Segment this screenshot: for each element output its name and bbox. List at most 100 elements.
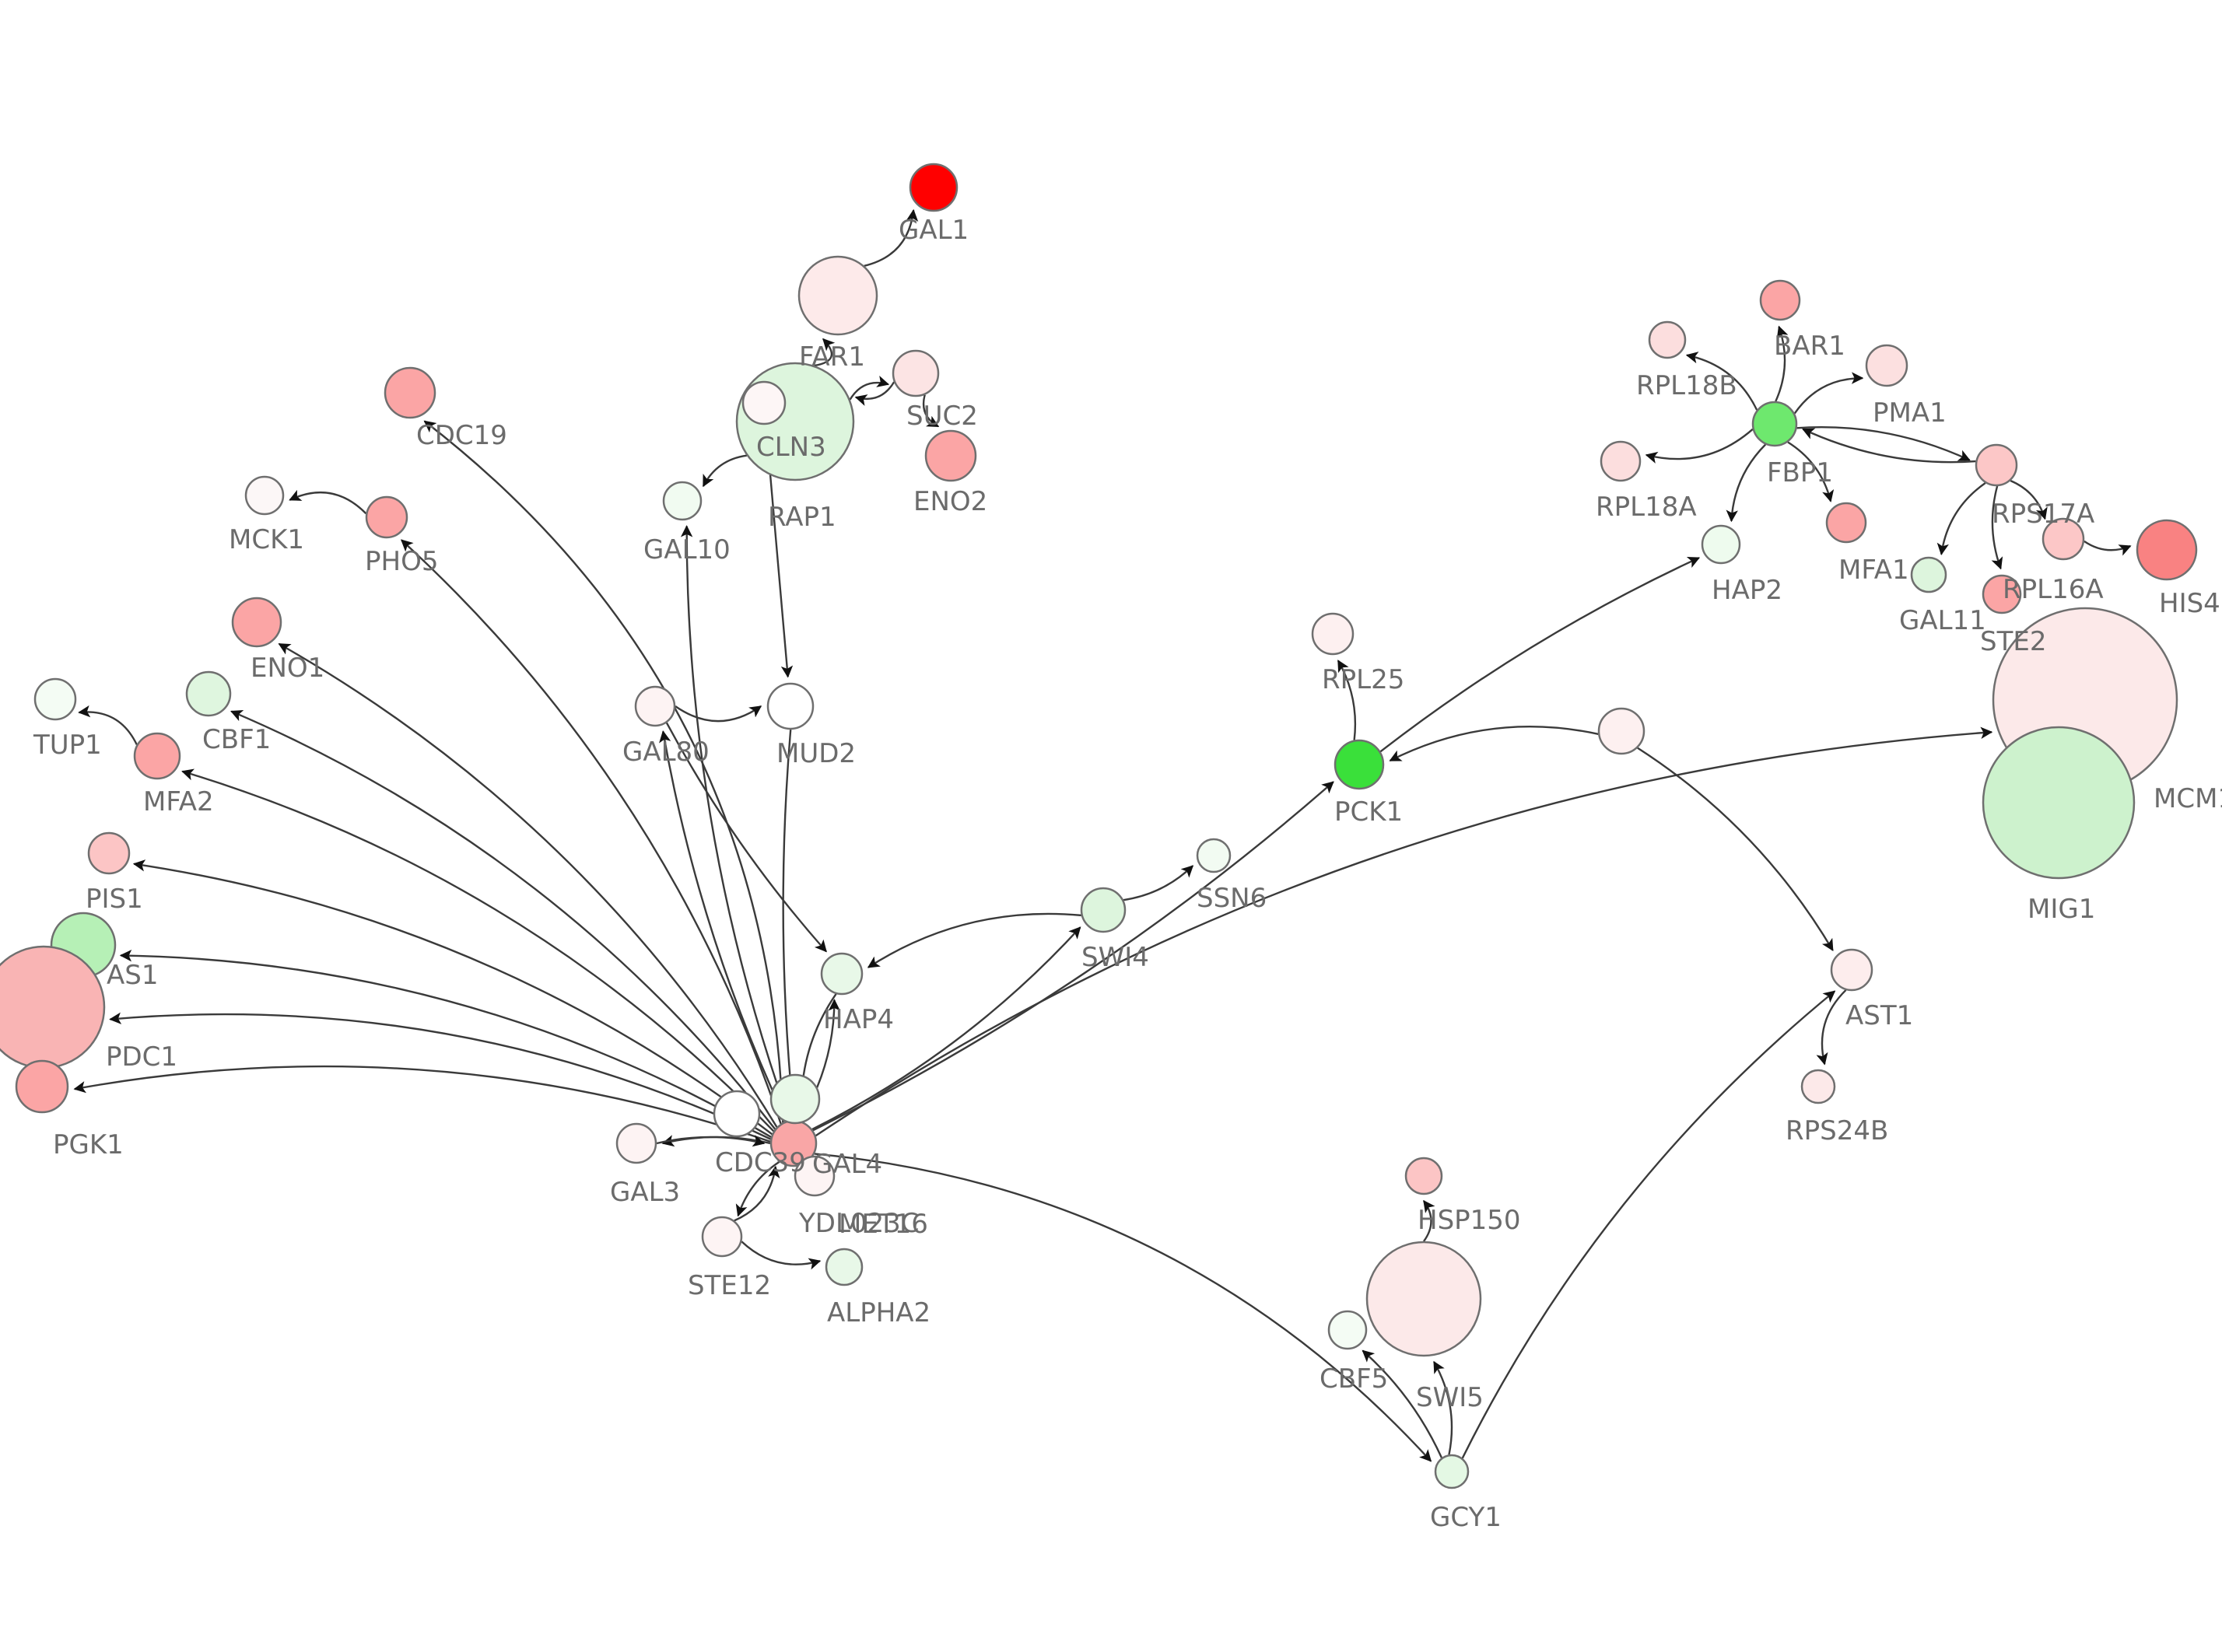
gene-node-rap1[interactable] xyxy=(741,380,787,425)
gene-node-mck1[interactable] xyxy=(244,475,285,516)
gene-node-rpl18a[interactable] xyxy=(1600,440,1642,482)
network-edge xyxy=(814,338,836,367)
network-edge xyxy=(1637,747,1834,952)
edge-layer xyxy=(73,208,2132,1462)
gene-node-cdc39[interactable] xyxy=(713,1090,761,1138)
gene-node-ydl023c[interactable] xyxy=(794,1155,836,1197)
gene-node-pgk1[interactable] xyxy=(15,1059,69,1114)
gene-node-gal80[interactable] xyxy=(634,685,676,727)
network-edge xyxy=(1379,557,1701,753)
gene-node-eno2[interactable] xyxy=(924,429,977,482)
gene-node-suc2[interactable] xyxy=(892,349,940,397)
gene-node-mfa1[interactable] xyxy=(1825,502,1867,544)
network-edge xyxy=(735,1160,780,1217)
gene-node-met16[interactable] xyxy=(769,1073,821,1125)
gene-node-gal11[interactable] xyxy=(1910,556,1947,593)
network-edge xyxy=(815,726,1993,1137)
gene-node-rpl16a[interactable] xyxy=(2042,517,2085,561)
network-edge xyxy=(1362,1349,1443,1458)
network-edge xyxy=(741,1241,822,1270)
network-edge xyxy=(109,1012,771,1140)
network-edge xyxy=(78,705,138,745)
network-edge xyxy=(1802,428,1976,464)
network-edge xyxy=(659,730,788,1122)
gene-node-swi5[interactable] xyxy=(1365,1241,1482,1357)
network-edge xyxy=(665,722,827,953)
gene-node-fbp1[interactable] xyxy=(1751,401,1798,447)
network-edge xyxy=(922,394,940,428)
gene-node-pho5[interactable] xyxy=(365,495,408,539)
gene-node-hap2[interactable] xyxy=(1701,524,1741,565)
gene-node-tup1[interactable] xyxy=(33,677,77,721)
network-edge xyxy=(1423,1199,1435,1242)
node-layer xyxy=(0,163,2198,1489)
network-edge xyxy=(1123,865,1194,901)
network-edge xyxy=(289,489,367,515)
network-edge xyxy=(1645,428,1754,464)
network-edge xyxy=(734,1165,780,1222)
network-edge xyxy=(675,705,762,723)
gene-node-ste2[interactable] xyxy=(1982,574,2022,614)
network-edge xyxy=(1991,485,2003,570)
gene-node-alpha2[interactable] xyxy=(825,1248,864,1286)
network-edge xyxy=(814,1153,1432,1462)
gene-node-hap4[interactable] xyxy=(820,952,864,996)
network-edge xyxy=(1726,443,1767,523)
gene-node-ssn6[interactable] xyxy=(1196,838,1232,873)
gene-node-ste12[interactable] xyxy=(701,1216,743,1258)
gene-node-eno1[interactable] xyxy=(231,597,282,648)
gene-node-pck1[interactable] xyxy=(1334,739,1385,790)
network-edge xyxy=(849,375,890,401)
network-edge xyxy=(782,729,799,1115)
gene-node-gcy1[interactable] xyxy=(1434,1454,1470,1489)
network-edge xyxy=(73,1065,771,1143)
network-edge xyxy=(230,709,776,1130)
network-edge xyxy=(867,912,1081,968)
gene-node-ast1[interactable] xyxy=(1830,948,1873,992)
network-edge xyxy=(278,642,778,1128)
gene-node-rpl18b[interactable] xyxy=(1648,320,1687,359)
network-edge xyxy=(1775,325,1789,402)
gene-node-cdc19[interactable] xyxy=(384,366,436,419)
network-edge xyxy=(656,1135,766,1147)
gene-node-mig1[interactable] xyxy=(1982,726,2136,880)
network-edge xyxy=(1796,426,1971,461)
network-edge xyxy=(1461,990,1836,1459)
network-edge xyxy=(1433,1360,1453,1455)
gene-node-rps17a[interactable] xyxy=(1975,443,2018,487)
network-edge xyxy=(2010,479,2048,520)
network-edge xyxy=(1685,352,1758,411)
gene-node-gal3[interactable] xyxy=(615,1122,657,1164)
network-edge xyxy=(1337,660,1357,740)
gene-node-gal10[interactable] xyxy=(662,481,703,521)
network-edge xyxy=(1936,481,1986,556)
network-edge xyxy=(812,781,1334,1132)
gene-node-gal1[interactable] xyxy=(909,163,959,212)
network-edge xyxy=(1389,726,1599,762)
network-edge xyxy=(854,381,895,406)
network-edge xyxy=(864,208,919,267)
gene-node-rpl25[interactable] xyxy=(1311,612,1355,656)
gene-node-pis1[interactable] xyxy=(87,831,131,875)
gene-node-bar1[interactable] xyxy=(1759,279,1801,321)
gene-node-swi4[interactable] xyxy=(1080,887,1127,933)
network-edge xyxy=(1816,989,1847,1066)
network-edge xyxy=(423,420,784,1123)
gene-node-mud2[interactable] xyxy=(766,682,815,730)
gene-node-cbf1[interactable] xyxy=(185,670,232,717)
gene-node-his4[interactable] xyxy=(2136,519,2198,581)
gene-node-far1[interactable] xyxy=(797,255,878,336)
gene-node-node_unlabeled[interactable] xyxy=(1597,707,1645,755)
gene-node-hsp150[interactable] xyxy=(1404,1157,1443,1195)
gene-node-mfa2[interactable] xyxy=(133,732,181,780)
network-edge xyxy=(1787,441,1835,502)
gene-node-pma1[interactable] xyxy=(1865,344,1908,387)
network-edge xyxy=(811,926,1081,1131)
network-edge xyxy=(401,539,782,1125)
gene-node-cbf5[interactable] xyxy=(1327,1310,1368,1350)
network-edge xyxy=(132,859,773,1136)
gene-node-rps24b[interactable] xyxy=(1800,1069,1836,1104)
network-edge xyxy=(2084,540,2132,556)
